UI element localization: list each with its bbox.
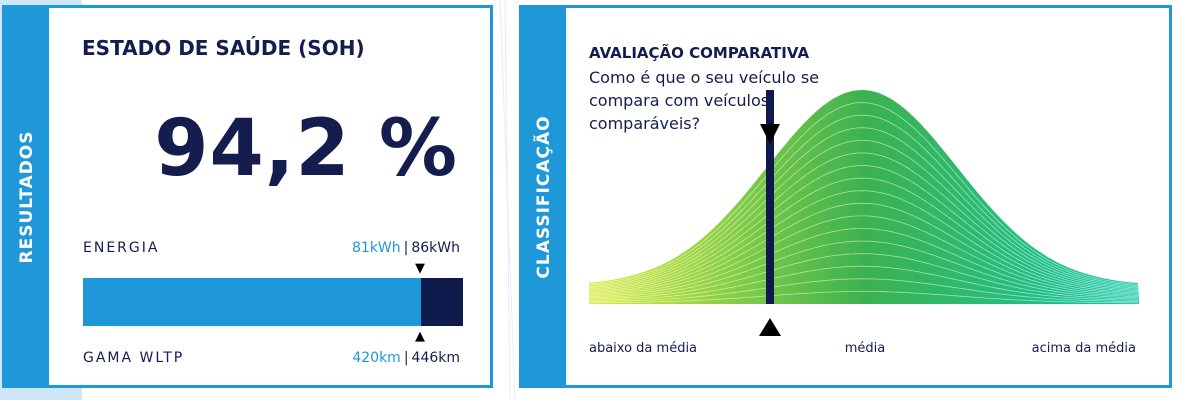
contour-line [588,140,1139,289]
results-side-tab: RESULTADOS [5,8,49,385]
energy-current-value: 81kWh [352,240,401,256]
comparison-panel: CLASSIFICAÇÃO AVALIAÇÃO COMPARATIVA Como… [519,5,1172,388]
comparison-question: Como é que o seu veículo se compara com … [589,68,820,133]
bar-marker-top-icon: ▼ [415,261,425,276]
distribution-curve [589,90,1139,304]
bar-marker-bottom-icon: ▲ [415,329,425,344]
range-nominal-value: 446km [411,350,460,366]
distribution-chart [588,90,1139,336]
energy-values: 81kWh | 86kWh [352,240,460,256]
vehicle-arrow-down-icon [760,124,780,144]
soh-title: ESTADO DE SAÚDE (SOH) [82,36,365,60]
energy-separator: | [403,240,409,256]
contour-line [588,240,1139,299]
contour-line [588,202,1139,295]
contour-line [588,152,1139,290]
contour-line [588,177,1139,293]
soh-value: 94,2 % [154,104,458,194]
comparison-title: AVALIAÇÃO COMPARATIVA [589,44,810,62]
contour-line [588,165,1139,291]
results-tab-label: RESULTADOS [17,129,37,264]
energy-nominal-value: 86kWh [411,240,460,256]
range-separator: | [403,350,409,366]
contour-line [588,190,1139,294]
contour-line [588,215,1139,296]
contour-line [588,291,1138,304]
contour-line [588,265,1138,301]
comparison-side-tab: CLASSIFICAÇÃO [522,8,566,385]
energy-label: ENERGIA [83,240,160,256]
results-panel: RESULTADOS ESTADO DE SAÚDE (SOH) 94,2 % … [2,5,493,388]
contour-line [589,253,1139,300]
range-current-value: 420km [352,350,401,366]
contour-line [588,102,1139,285]
vehicle-position-line [766,90,774,304]
axis-label-above: acima da média [1031,341,1136,356]
contour-line [588,127,1139,288]
contour-line [588,228,1139,297]
axis-label-average-text: média [844,341,886,356]
range-values: 420km | 446km [352,350,460,366]
contour-line [589,278,1138,302]
soh-bar [83,278,463,326]
vehicle-arrow-up-icon [759,318,781,336]
soh-bar-fill [83,278,421,326]
range-label: GAMA WLTP [83,350,185,366]
axis-label-below: abaixo da média [589,341,698,356]
contour-line [588,114,1139,286]
distribution-contour-lines [588,102,1139,304]
